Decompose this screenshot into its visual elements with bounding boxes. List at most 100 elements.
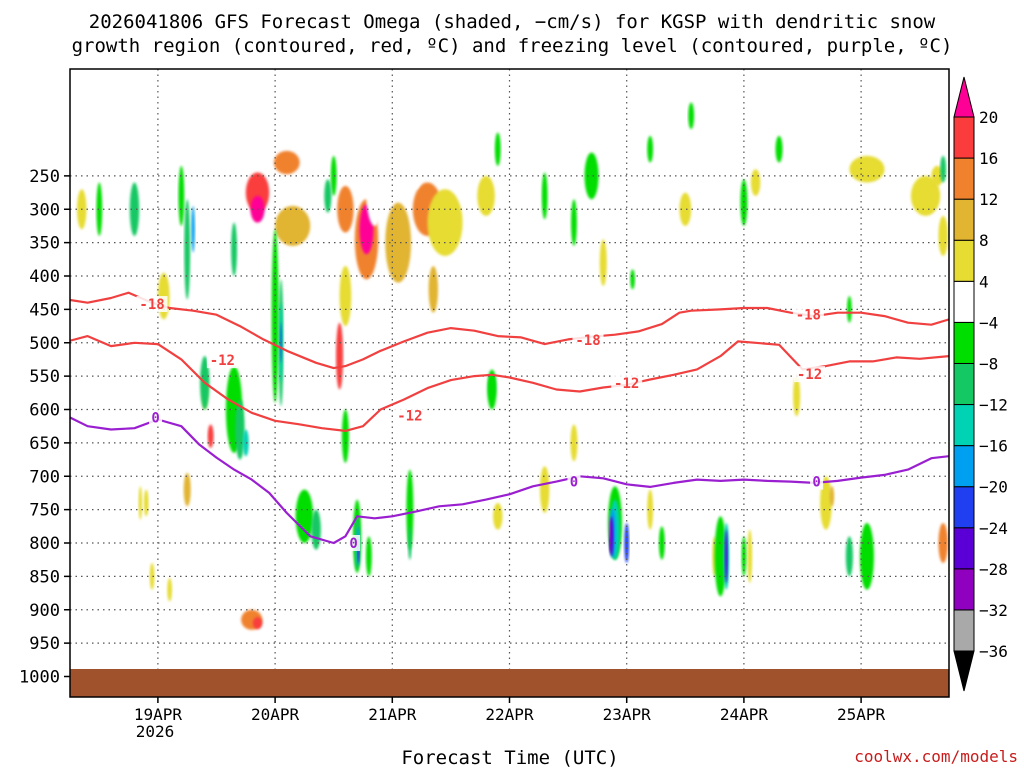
omega-cell	[647, 489, 654, 530]
omega-cell	[859, 522, 874, 590]
plot-area: 0 0 0 0 -12 -12 -12 -12 -18 -18 -18	[70, 69, 949, 697]
colorbar-label: −24	[979, 519, 1008, 538]
omega-cell	[428, 265, 439, 313]
omega-cell	[408, 526, 412, 560]
omega-cell	[608, 512, 610, 540]
omega-cell	[275, 205, 311, 246]
omega-cell	[183, 472, 191, 507]
colorbar-segment	[953, 609, 975, 652]
colorbar-label: −32	[979, 601, 1008, 620]
colorbar-lower-arrow	[953, 650, 975, 692]
omega-cell	[184, 199, 191, 300]
omega-cell	[688, 102, 695, 130]
contour-label: -12	[397, 409, 422, 425]
omega-cell	[143, 489, 149, 517]
omega-cell	[829, 486, 835, 507]
omega-cell	[365, 152, 384, 226]
x-tick-label: 24APR	[720, 705, 769, 724]
contour-label: -18	[139, 297, 164, 313]
omega-cell	[493, 502, 503, 530]
colorbar-segment	[953, 527, 975, 570]
omega-cell	[200, 145, 222, 206]
omega-cell	[931, 165, 944, 186]
y-tick-label: 900	[29, 601, 60, 621]
contour-label-bg	[810, 473, 824, 490]
omega-cell	[252, 617, 263, 630]
omega-cell	[295, 489, 314, 543]
x-tick-label: 23APR	[603, 705, 652, 724]
colorbar-upper-arrow	[953, 76, 975, 118]
y-tick-label: 750	[29, 501, 60, 521]
x-tick-label: 21APR	[368, 705, 417, 724]
omega-cell	[910, 175, 941, 216]
omega-cell	[938, 215, 948, 256]
y-tick-label: 550	[29, 367, 60, 387]
colorbar-label: −12	[979, 396, 1008, 415]
colorbar-label: 16	[979, 149, 998, 168]
omega-cell	[849, 155, 885, 183]
contour-label: -12	[614, 376, 639, 392]
omega-cell	[847, 296, 852, 323]
omega-cell	[541, 172, 548, 220]
colorbar-label: 4	[979, 272, 989, 291]
colorbar-segment	[953, 404, 975, 447]
contour-line	[70, 335, 949, 432]
y-tick-label: 1000	[19, 668, 60, 688]
x-axis: 19APR 20APR 21APR 22APR 23APR 24APR 25APR	[134, 697, 886, 724]
omega-cell	[938, 522, 948, 564]
colorbar-label: −8	[979, 354, 998, 373]
colorbar-label: −16	[979, 437, 1008, 456]
omega-cell	[167, 578, 172, 602]
contour-label: -18	[796, 308, 821, 324]
contour-label: 0	[349, 536, 357, 552]
y-tick-label: 800	[29, 534, 60, 554]
omega-cell	[679, 192, 692, 226]
omega-cell	[658, 526, 665, 560]
x-tick-label: 20APR	[251, 705, 300, 724]
contour-label: 0	[570, 475, 578, 491]
omega-cell	[494, 132, 501, 166]
chart-title-line1: 2026041806 GFS Forecast Omega (shaded, −…	[89, 11, 936, 33]
contour-label-bg	[136, 296, 168, 313]
colorbar-label: 8	[979, 231, 989, 250]
contours: 0 0 0 0 -12 -12 -12 -12 -18 -18 -18	[70, 291, 949, 552]
contour-label-bg	[792, 306, 824, 323]
colorbar-segment	[953, 362, 975, 406]
omega-cell	[747, 529, 753, 584]
y-tick-label: 250	[29, 167, 60, 187]
colorbar-segment	[953, 157, 975, 200]
omega-cell	[647, 135, 654, 163]
omega-cell	[630, 269, 635, 290]
x-axis-year: 2026	[136, 722, 175, 741]
y-tick-label: 850	[29, 567, 60, 587]
y-tick-label: 500	[29, 334, 60, 354]
omega-cell	[235, 399, 245, 460]
contour-label-bg	[794, 366, 826, 383]
omega-cell	[273, 150, 300, 175]
y-tick-label: 450	[29, 300, 60, 320]
omega-cell	[324, 179, 332, 213]
omega-cell	[845, 536, 853, 577]
contour-line	[70, 416, 949, 545]
y-tick-label: 400	[29, 267, 60, 287]
contour-label-bg	[149, 409, 163, 426]
x-tick-label: 25APR	[837, 705, 886, 724]
colorbar-segment	[953, 239, 975, 282]
omega-cell	[427, 189, 463, 256]
omega-cell	[793, 376, 801, 417]
colorbar-segment	[953, 486, 975, 529]
omega-cell	[341, 409, 349, 463]
colorbar-label: 20	[979, 108, 998, 127]
omega-cell	[775, 135, 783, 163]
omega-cell	[406, 469, 414, 550]
colorbar: 20 16 12 8 4 −4 −8 −12 −16 −20 −24 −28 −32 −36	[953, 76, 1008, 692]
y-tick-label: 950	[29, 634, 60, 654]
omega-cell	[178, 165, 185, 226]
surface-ground	[70, 669, 949, 697]
omega-cell	[129, 182, 140, 236]
omega-cell	[149, 563, 155, 590]
colorbar-label: 12	[979, 190, 998, 209]
chart-title-line2: growth region (contoured, red, ºC) and f…	[72, 35, 953, 57]
x-axis-title: Forecast Time (UTC)	[401, 747, 618, 768]
